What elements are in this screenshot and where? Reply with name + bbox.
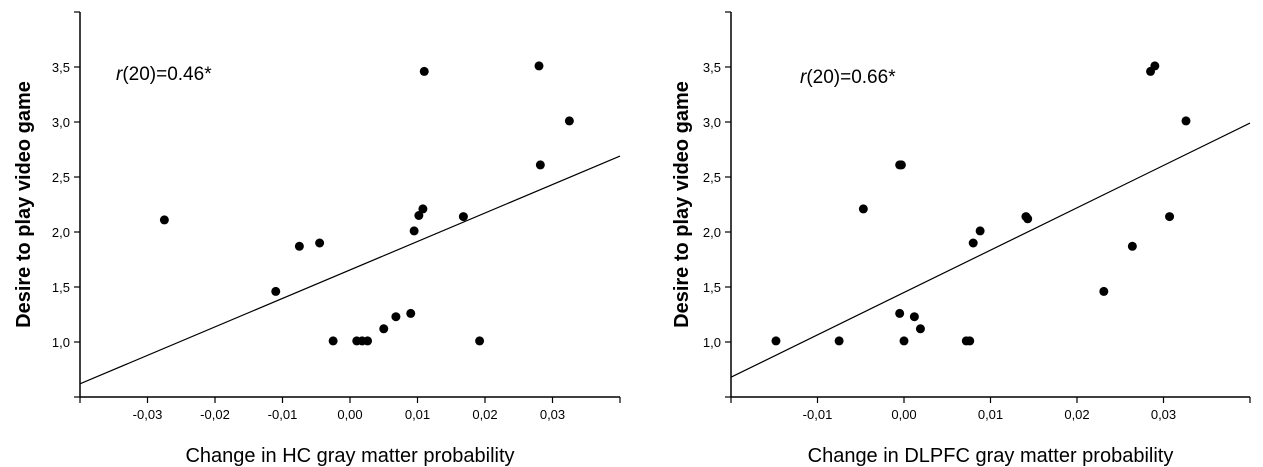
scatter-plot-dlpfc: 1,0 1,5 2,0 2,5 3,0 3,5 -0,01 0,00 0,01 0,02 0,03 C… — [671, 11, 1251, 467]
data-point — [391, 312, 401, 322]
data-point — [1150, 61, 1160, 71]
data-point — [419, 66, 429, 76]
x-tick-label: 0,03 — [540, 407, 565, 422]
data-point — [975, 226, 985, 236]
y-tick-label: 1,5 — [52, 280, 70, 295]
data-point — [458, 212, 468, 222]
regression-line — [730, 122, 1251, 378]
data-point — [406, 308, 416, 318]
y-tick-label: 1,0 — [52, 335, 70, 350]
x-tick-label: 0,00 — [891, 407, 916, 422]
data-point — [1127, 241, 1137, 251]
data-point — [409, 226, 419, 236]
x-tick-label: 0,00 — [337, 407, 362, 422]
x-tick-label: -0,01 — [268, 407, 298, 422]
y-axis-title: Desire to play video game — [13, 81, 35, 328]
scatter-plot-hc: 1,0 1,5 2,0 2,5 3,0 3,5 -0,03 -0,02 -0,01 0,00 0,0… — [13, 11, 621, 467]
data-point — [965, 336, 975, 346]
data-point — [895, 308, 905, 318]
data-point — [909, 312, 919, 322]
data-point — [1165, 212, 1175, 222]
x-tick-label: 0,02 — [1064, 407, 1089, 422]
data-point — [534, 61, 544, 71]
data-point — [858, 204, 868, 214]
correlation-r-symbol: r — [116, 64, 123, 85]
y-tick-label: 2,5 — [703, 170, 721, 185]
data-point — [418, 204, 428, 214]
data-point — [968, 238, 978, 248]
x-tick-label: 0,02 — [472, 407, 497, 422]
data-point — [899, 336, 909, 346]
y-tick-label: 1,5 — [703, 280, 721, 295]
y-tick-label: 2,5 — [52, 170, 70, 185]
data-point — [414, 211, 424, 220]
y-tick-label: 3,0 — [703, 115, 721, 130]
y-axis-title: Desire to play video game — [671, 81, 693, 328]
correlation-value: (20)=0.46* — [122, 64, 212, 85]
data-point — [1023, 214, 1033, 224]
data-point — [363, 336, 373, 346]
data-point — [564, 116, 574, 126]
x-tick-label: 0,01 — [405, 407, 430, 422]
y-tick-label: 2,0 — [703, 225, 721, 240]
correlation-annotation: r(20)=0.66* — [800, 67, 896, 88]
correlation-value: (20)=0.66* — [806, 67, 896, 88]
x-tick-label: 0,01 — [978, 407, 1003, 422]
y-tick-label: 3,5 — [52, 60, 70, 75]
data-point — [915, 324, 925, 334]
data-point — [271, 286, 281, 296]
data-point — [1181, 116, 1191, 126]
y-tick-label: 3,0 — [52, 115, 70, 130]
x-tick-label: 0,03 — [1151, 407, 1176, 422]
x-axis-title: Change in HC gray matter probability — [185, 445, 514, 467]
x-tick-label: -0,01 — [803, 407, 833, 422]
x-axis-title: Change in DLPFC gray matter probability — [808, 445, 1174, 467]
data-point — [834, 336, 844, 346]
data-point — [475, 336, 485, 346]
y-tick-label: 3,5 — [703, 60, 721, 75]
data-point — [771, 336, 781, 346]
data-point — [294, 241, 304, 251]
data-point — [315, 238, 325, 248]
data-point — [379, 324, 389, 334]
data-point — [159, 215, 169, 225]
data-point — [896, 160, 906, 170]
x-tick-label: -0,03 — [133, 407, 163, 422]
x-tick-label: -0,02 — [200, 407, 230, 422]
y-tick-label: 1,0 — [703, 335, 721, 350]
data-point — [328, 336, 338, 346]
correlation-annotation: r(20)=0.46* — [116, 64, 212, 85]
y-tick-label: 2,0 — [52, 225, 70, 240]
data-point — [1099, 286, 1109, 296]
correlation-r-symbol: r — [800, 67, 807, 88]
data-point — [535, 160, 545, 170]
regression-line — [79, 155, 621, 385]
